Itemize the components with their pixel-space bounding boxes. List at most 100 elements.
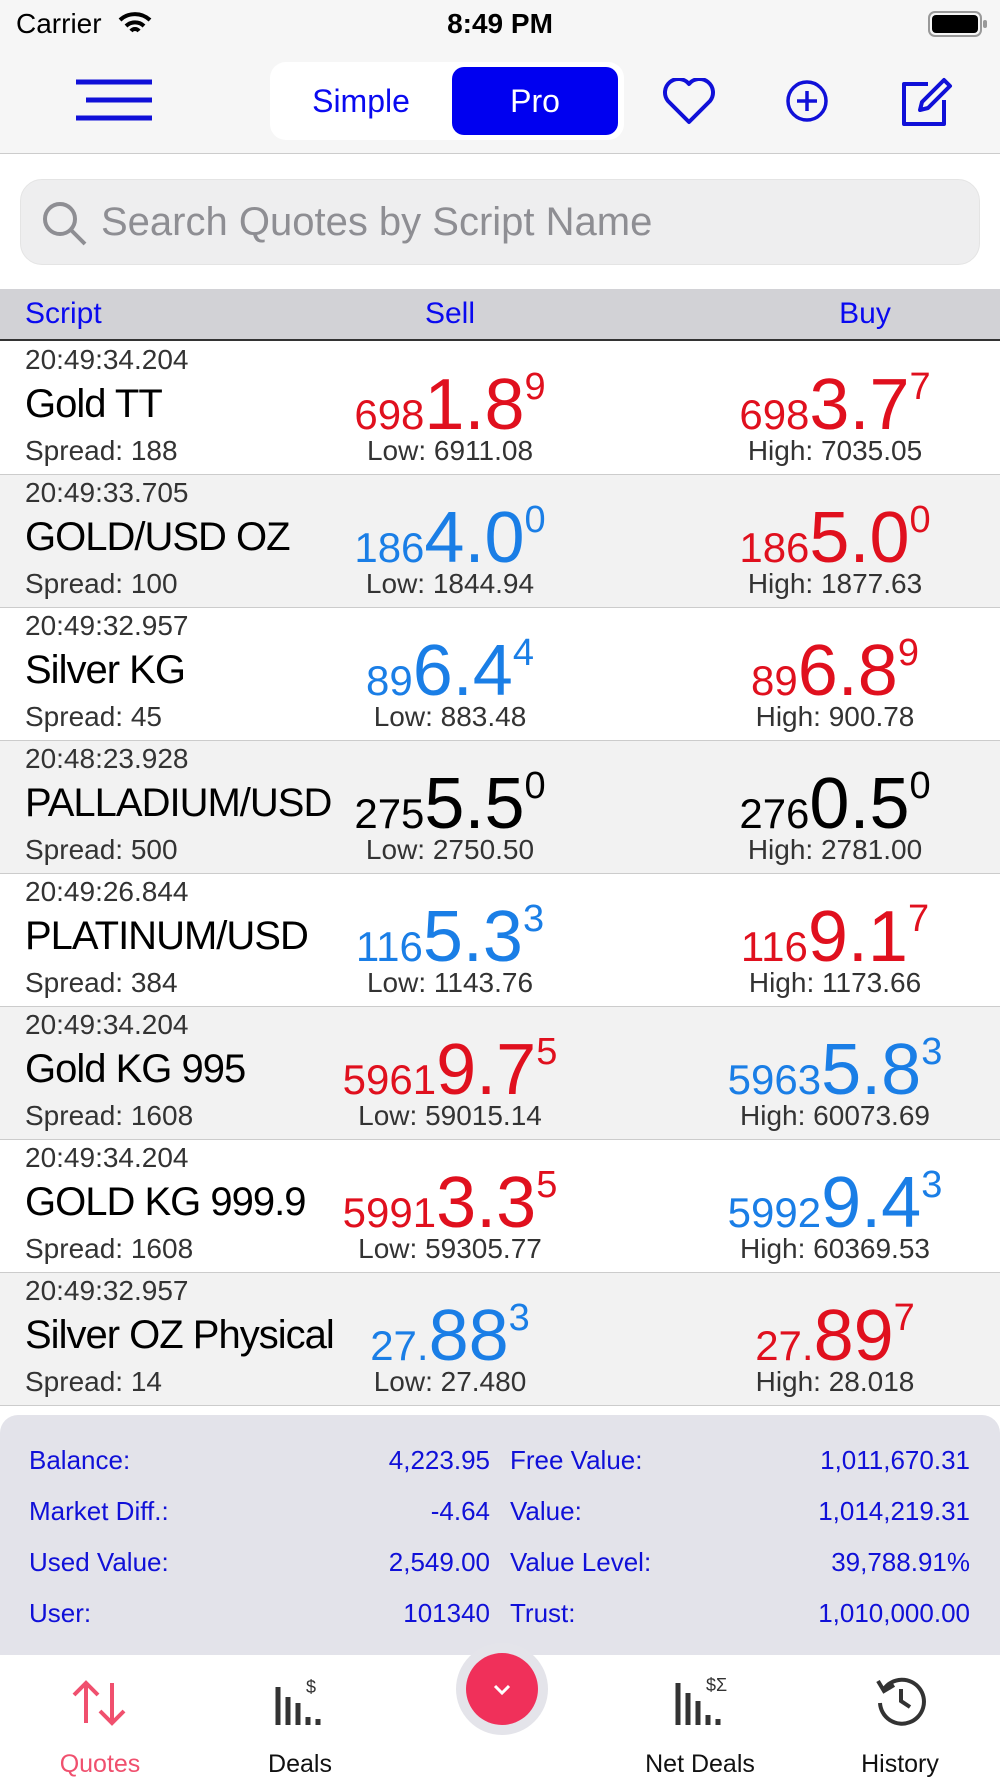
svg-text:$Σ: $Σ — [706, 1675, 727, 1695]
price-pip: 7 — [907, 898, 930, 940]
quote-row[interactable]: 20:48:23.928 PALLADIUM/USD Spread: 500 2755… — [0, 741, 1000, 874]
deals-icon: $ — [275, 1677, 321, 1725]
script-name: PALLADIUM/USD — [25, 781, 332, 825]
sell-price: 59619.75 — [270, 1029, 630, 1111]
segment-button[interactable]: Simple — [312, 82, 410, 119]
price-main: 5.0 — [809, 498, 910, 578]
buy-price: 27.897 — [655, 1295, 1000, 1377]
price-main: 5.5 — [424, 764, 525, 844]
table-header: Script Sell Buy — [0, 289, 1000, 341]
sell-range: Low: 6911.08 — [366, 435, 534, 466]
price-pip: 0 — [524, 499, 546, 541]
price-pip: 3 — [921, 1031, 943, 1073]
account-label: Market Diff.: — [29, 1496, 169, 1526]
price-prefix: 5992 — [727, 1189, 822, 1236]
favorites-button[interactable] — [662, 78, 716, 126]
price-main: 9.4 — [821, 1163, 922, 1243]
quote-time: 20:49:34.204 — [25, 344, 189, 375]
script-name: Gold KG 995 — [25, 1047, 246, 1091]
account-label: Value: — [510, 1496, 582, 1526]
sell-range: Low: 27.480 — [373, 1366, 527, 1397]
quote-row[interactable]: 20:49:34.204 Gold TT Spread: 188 6981.89 Low… — [0, 342, 1000, 475]
buy-price: 6983.77 — [655, 364, 1000, 446]
buy-range: High: 1877.63 — [747, 568, 923, 599]
price-prefix: 89 — [366, 657, 413, 704]
price-prefix: 27. — [370, 1322, 429, 1369]
price-pip: 9 — [897, 632, 919, 674]
price-main: 9.1 — [807, 897, 908, 977]
quote-time: 20:49:33.705 — [25, 477, 189, 508]
svg-text:$: $ — [306, 1677, 316, 1697]
buy-price: 1865.00 — [655, 497, 1000, 579]
price-main: 6.4 — [412, 631, 513, 711]
spread: Spread: 500 — [25, 834, 178, 865]
price-prefix: 698 — [354, 391, 425, 438]
segment-button[interactable]: Pro — [452, 67, 618, 135]
spread: Spread: 14 — [25, 1366, 162, 1397]
wifi-icon — [118, 12, 152, 33]
edit-button[interactable] — [898, 74, 954, 128]
quote-row[interactable]: 20:49:34.204 Gold KG 995 Spread: 1608 59619… — [0, 1007, 1000, 1140]
tab-label[interactable]: Net Deals — [645, 1750, 755, 1778]
price-prefix: 27. — [755, 1322, 814, 1369]
account-label: Free Value: — [510, 1445, 643, 1475]
quote-time: 20:49:32.957 — [25, 1275, 189, 1306]
quote-row[interactable]: 20:49:34.204 GOLD KG 999.9 Spread: 1608 599… — [0, 1140, 1000, 1273]
buy-range: High: 60073.69 — [740, 1100, 930, 1131]
price-pip: 9 — [524, 366, 546, 408]
account-value: 1,010,000.00 — [818, 1598, 970, 1628]
price-pip: 3 — [522, 898, 545, 940]
price-main: 3.3 — [436, 1163, 537, 1243]
search-icon — [43, 202, 87, 246]
quote-row[interactable]: 20:49:33.705 GOLD/USD OZ Spread: 100 1864.0… — [0, 475, 1000, 608]
column-header: Script — [25, 297, 102, 330]
price-pip: 0 — [524, 765, 546, 807]
price-main: 4.0 — [424, 498, 525, 578]
price-main: 0.5 — [809, 764, 910, 844]
history-icon — [876, 1677, 926, 1726]
price-prefix: 116 — [740, 923, 808, 970]
tab-label[interactable]: Deals — [268, 1750, 332, 1778]
price-main: 89 — [813, 1296, 894, 1376]
price-pip: 5 — [536, 1031, 558, 1073]
account-label: Balance: — [29, 1445, 131, 1475]
center-button[interactable] — [466, 1653, 538, 1725]
add-button[interactable] — [784, 78, 830, 124]
mode-switch: Simple Pro — [270, 62, 624, 140]
spread: Spread: 45 — [25, 701, 162, 732]
price-pip: 7 — [893, 1297, 915, 1339]
account-value: 1,011,670.31 — [820, 1445, 970, 1475]
buy-range: High: 2781.00 — [747, 834, 923, 865]
price-prefix: 89 — [751, 657, 798, 704]
spread: Spread: 188 — [25, 435, 178, 466]
account-value: 1,014,219.31 — [818, 1496, 970, 1526]
account-panel: Balance: 4,223.95 Free Value: 1,011,670.31 M… — [0, 1415, 1000, 1655]
tab-label[interactable]: History — [861, 1750, 939, 1778]
account-value: 2,549.00 — [388, 1547, 490, 1577]
sell-price: 1864.00 — [270, 497, 630, 579]
tab-label[interactable]: Quotes — [59, 1750, 141, 1778]
price-main: 5.8 — [821, 1030, 922, 1110]
menu-button[interactable] — [74, 78, 154, 122]
sell-range: Low: 1844.94 — [365, 568, 535, 599]
quote-row[interactable]: 20:49:26.844 PLATINUM/USD Spread: 384 1165.… — [0, 874, 1000, 1007]
script-name: GOLD/USD OZ — [25, 515, 291, 559]
quote-row[interactable]: 20:49:32.957 Silver OZ Physical Spread: 14… — [0, 1273, 1000, 1406]
price-prefix: 276 — [739, 790, 810, 837]
quote-time: 20:48:23.928 — [25, 743, 189, 774]
price-prefix: 698 — [739, 391, 810, 438]
search-box[interactable]: Search Quotes by Script Name — [20, 179, 980, 265]
spread: Spread: 384 — [25, 967, 178, 998]
price-prefix: 275 — [354, 790, 425, 837]
battery-icon — [928, 11, 987, 37]
net-deals-icon: $Σ — [675, 1675, 727, 1725]
quote-row[interactable]: 20:49:32.957 Silver KG Spread: 45 896.44 Low… — [0, 608, 1000, 741]
price-prefix: 5991 — [342, 1189, 437, 1236]
price-pip: 3 — [508, 1297, 530, 1339]
price-prefix: 186 — [739, 524, 810, 571]
buy-range: High: 28.018 — [755, 1366, 915, 1397]
sell-price: 896.44 — [270, 630, 630, 712]
buy-price: 59635.83 — [655, 1029, 1000, 1111]
account-value: 101340 — [403, 1598, 490, 1628]
account-label: User: — [29, 1598, 92, 1628]
